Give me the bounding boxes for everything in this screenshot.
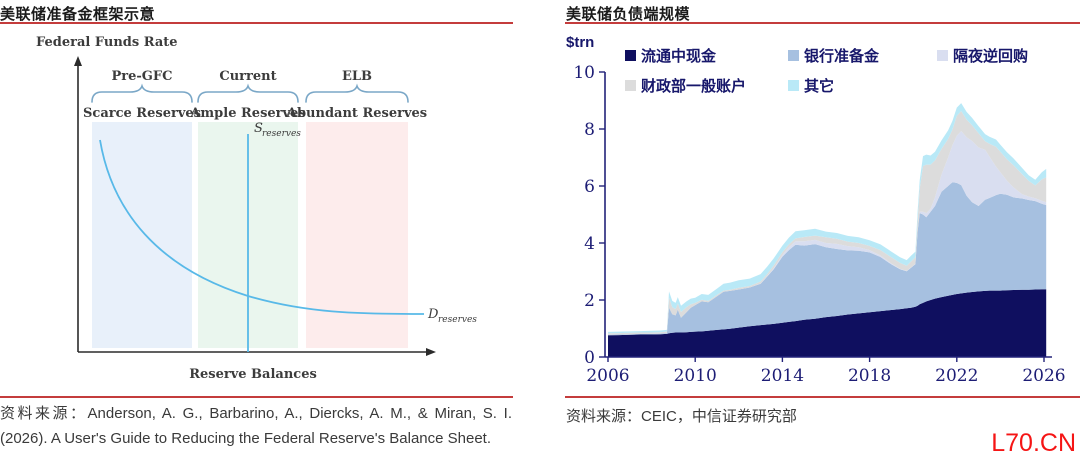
right-panel-title: 美联储负债端规模: [566, 6, 691, 23]
y-tick-label: 8: [584, 120, 595, 140]
y-tick-label: 10: [573, 63, 595, 83]
reserves-swatch-icon: [788, 49, 799, 61]
right-source-note: 资料来源：CEIC，中信证券研究部: [566, 408, 797, 425]
y-tick-label: 2: [584, 291, 595, 311]
legend-item-reserves: 银行准备金: [788, 47, 880, 65]
tga-swatch-icon: [625, 79, 636, 91]
brace-scarce-icon: [91, 83, 193, 103]
x-tick-label: 2018: [848, 366, 891, 386]
legend-label-rrp: 隔夜逆回购: [953, 47, 1029, 65]
left-source-note: 资料来源：Anderson, A. G., Barbarino, A., Die…: [0, 405, 512, 447]
y-axis-arrow-icon: [74, 56, 82, 66]
legend-item-other: 其它: [788, 77, 835, 95]
supply-label-subscript: reserves: [262, 129, 301, 139]
y-tick-label: 0: [584, 348, 595, 368]
x-tick-label: 2022: [935, 366, 978, 386]
left-bottom-rule: [0, 396, 513, 398]
area-layer-1: [608, 182, 1047, 336]
regime-label-ample: Ample Reserves: [189, 106, 305, 121]
legend-item-currency: 流通中现金: [625, 47, 717, 65]
x-tick-label: 2006: [586, 366, 629, 386]
legend-label-other: 其它: [804, 77, 835, 95]
era-label-pre-gfc: Pre-GFC: [112, 69, 173, 84]
legend-label-currency: 流通中现金: [641, 47, 717, 65]
legend-label-reserves: 银行准备金: [804, 47, 880, 65]
supply-label: S: [254, 121, 263, 136]
scarce-reserves-region: [92, 122, 192, 348]
demand-curve: [99, 139, 425, 315]
y-axis-unit-label: $trn: [566, 34, 595, 51]
currency-swatch-icon: [625, 49, 636, 61]
regime-label-scarce: Scarce Reserves: [83, 106, 201, 121]
right-title-rule: [565, 22, 1080, 24]
x-axis-arrow-icon: [426, 348, 436, 356]
right-bottom-rule: [565, 396, 1080, 398]
y-tick-label: 6: [584, 177, 595, 197]
demand-label: D: [427, 307, 439, 322]
rrp-swatch-icon: [937, 49, 948, 61]
reserve-framework-diagram: Federal Funds Rate Reserve Balances Pre-…: [36, 35, 477, 382]
x-tick-label: 2026: [1022, 366, 1065, 386]
x-tick-label: 2010: [674, 366, 717, 386]
era-label-current: Current: [219, 69, 276, 84]
x-tick-label: 2014: [761, 366, 804, 386]
reserve-balances-axis-label: Reserve Balances: [189, 367, 317, 382]
legend-item-rrp: 隔夜逆回购: [937, 47, 1029, 65]
brace-ample-icon: [197, 83, 299, 103]
regime-label-abundant: Abundant Reserves: [286, 106, 427, 121]
ffr-axis-label: Federal Funds Rate: [36, 35, 178, 50]
fed-liabilities-stacked-area-chart: 0 2 4 6 8 10 2006 2010 2014 2018 2022 2026: [573, 63, 1065, 386]
brace-abundant-icon: [305, 83, 409, 103]
legend-item-tga: 财政部一般账户: [625, 77, 747, 95]
area-layer-3: [608, 111, 1047, 335]
other-swatch-icon: [788, 79, 799, 91]
y-tick-label: 4: [584, 234, 595, 254]
era-label-elb: ELB: [342, 69, 372, 84]
area-layer-0: [608, 289, 1047, 357]
left-panel-title: 美联储准备金框架示意: [0, 6, 156, 23]
legend-label-tga: 财政部一般账户: [641, 77, 747, 95]
demand-label-subscript: reserves: [438, 315, 477, 325]
watermark: L70.CN: [991, 429, 1076, 457]
left-title-rule: [0, 22, 513, 24]
